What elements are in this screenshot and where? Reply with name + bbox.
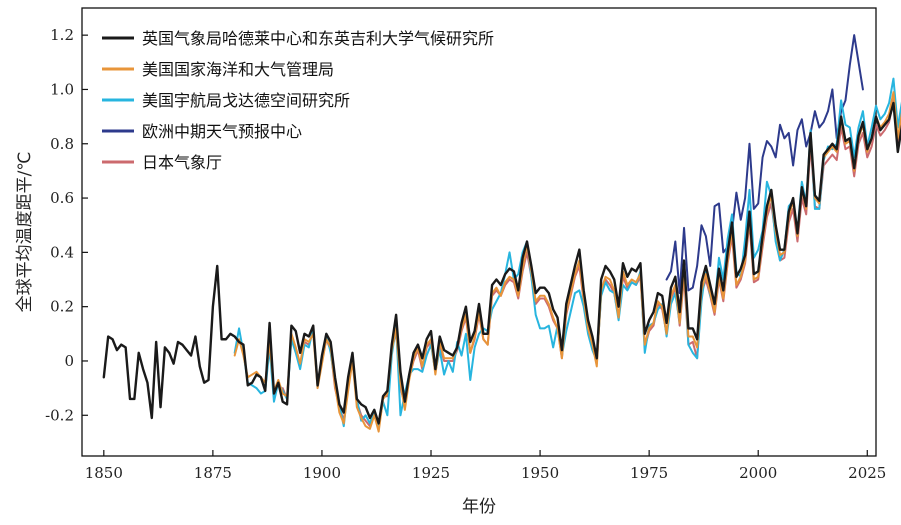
legend-label-1: 美国国家海洋和大气管理局 (142, 60, 334, 79)
x-tick-label: 1900 (303, 464, 341, 482)
legend: 英国气象局哈德莱中心和东英吉利大学气候研究所美国国家海洋和大气管理局美国宇航局戈… (102, 29, 494, 172)
legend-label-0: 英国气象局哈德莱中心和东英吉利大学气候研究所 (142, 29, 494, 48)
series-layer (102, 34, 901, 433)
x-tick-label: 1950 (521, 464, 559, 482)
y-tick-label: 1.0 (50, 80, 74, 98)
series-line-4 (281, 99, 901, 430)
x-tick-label: 1850 (85, 464, 123, 482)
x-axis-title: 年份 (462, 497, 496, 517)
y-tick-label: -0.2 (45, 406, 74, 424)
x-tick-label: 1925 (412, 464, 450, 482)
y-tick-label: 0.8 (50, 135, 74, 153)
y-tick-label: 1.2 (50, 26, 74, 44)
series-line-3 (665, 34, 864, 295)
axes-layer: 1850 1875 1900 1925 1950 1975 2000 2025 -0.2 0 0.2… (45, 26, 886, 482)
y-tick-label: 0.6 (50, 189, 74, 207)
x-tick-label: 1875 (194, 464, 232, 482)
legend-label-2: 美国宇航局戈达德空间研究所 (142, 91, 350, 110)
series-line-0 (102, 101, 901, 425)
y-tick-label: 0 (64, 352, 74, 370)
x-tick-label: 2000 (739, 464, 777, 482)
legend-label-4: 日本气象厅 (142, 153, 222, 172)
x-tick-label: 1975 (630, 464, 668, 482)
y-tick-label: 0.4 (50, 243, 74, 261)
y-tick-label: 0.2 (50, 298, 74, 316)
plot-frame (81, 7, 877, 457)
x-tick-label: 2025 (848, 464, 886, 482)
y-axis-title: 全球平均温度距平/℃ (15, 152, 35, 313)
legend-label-3: 欧洲中期天气预报中心 (142, 122, 302, 141)
